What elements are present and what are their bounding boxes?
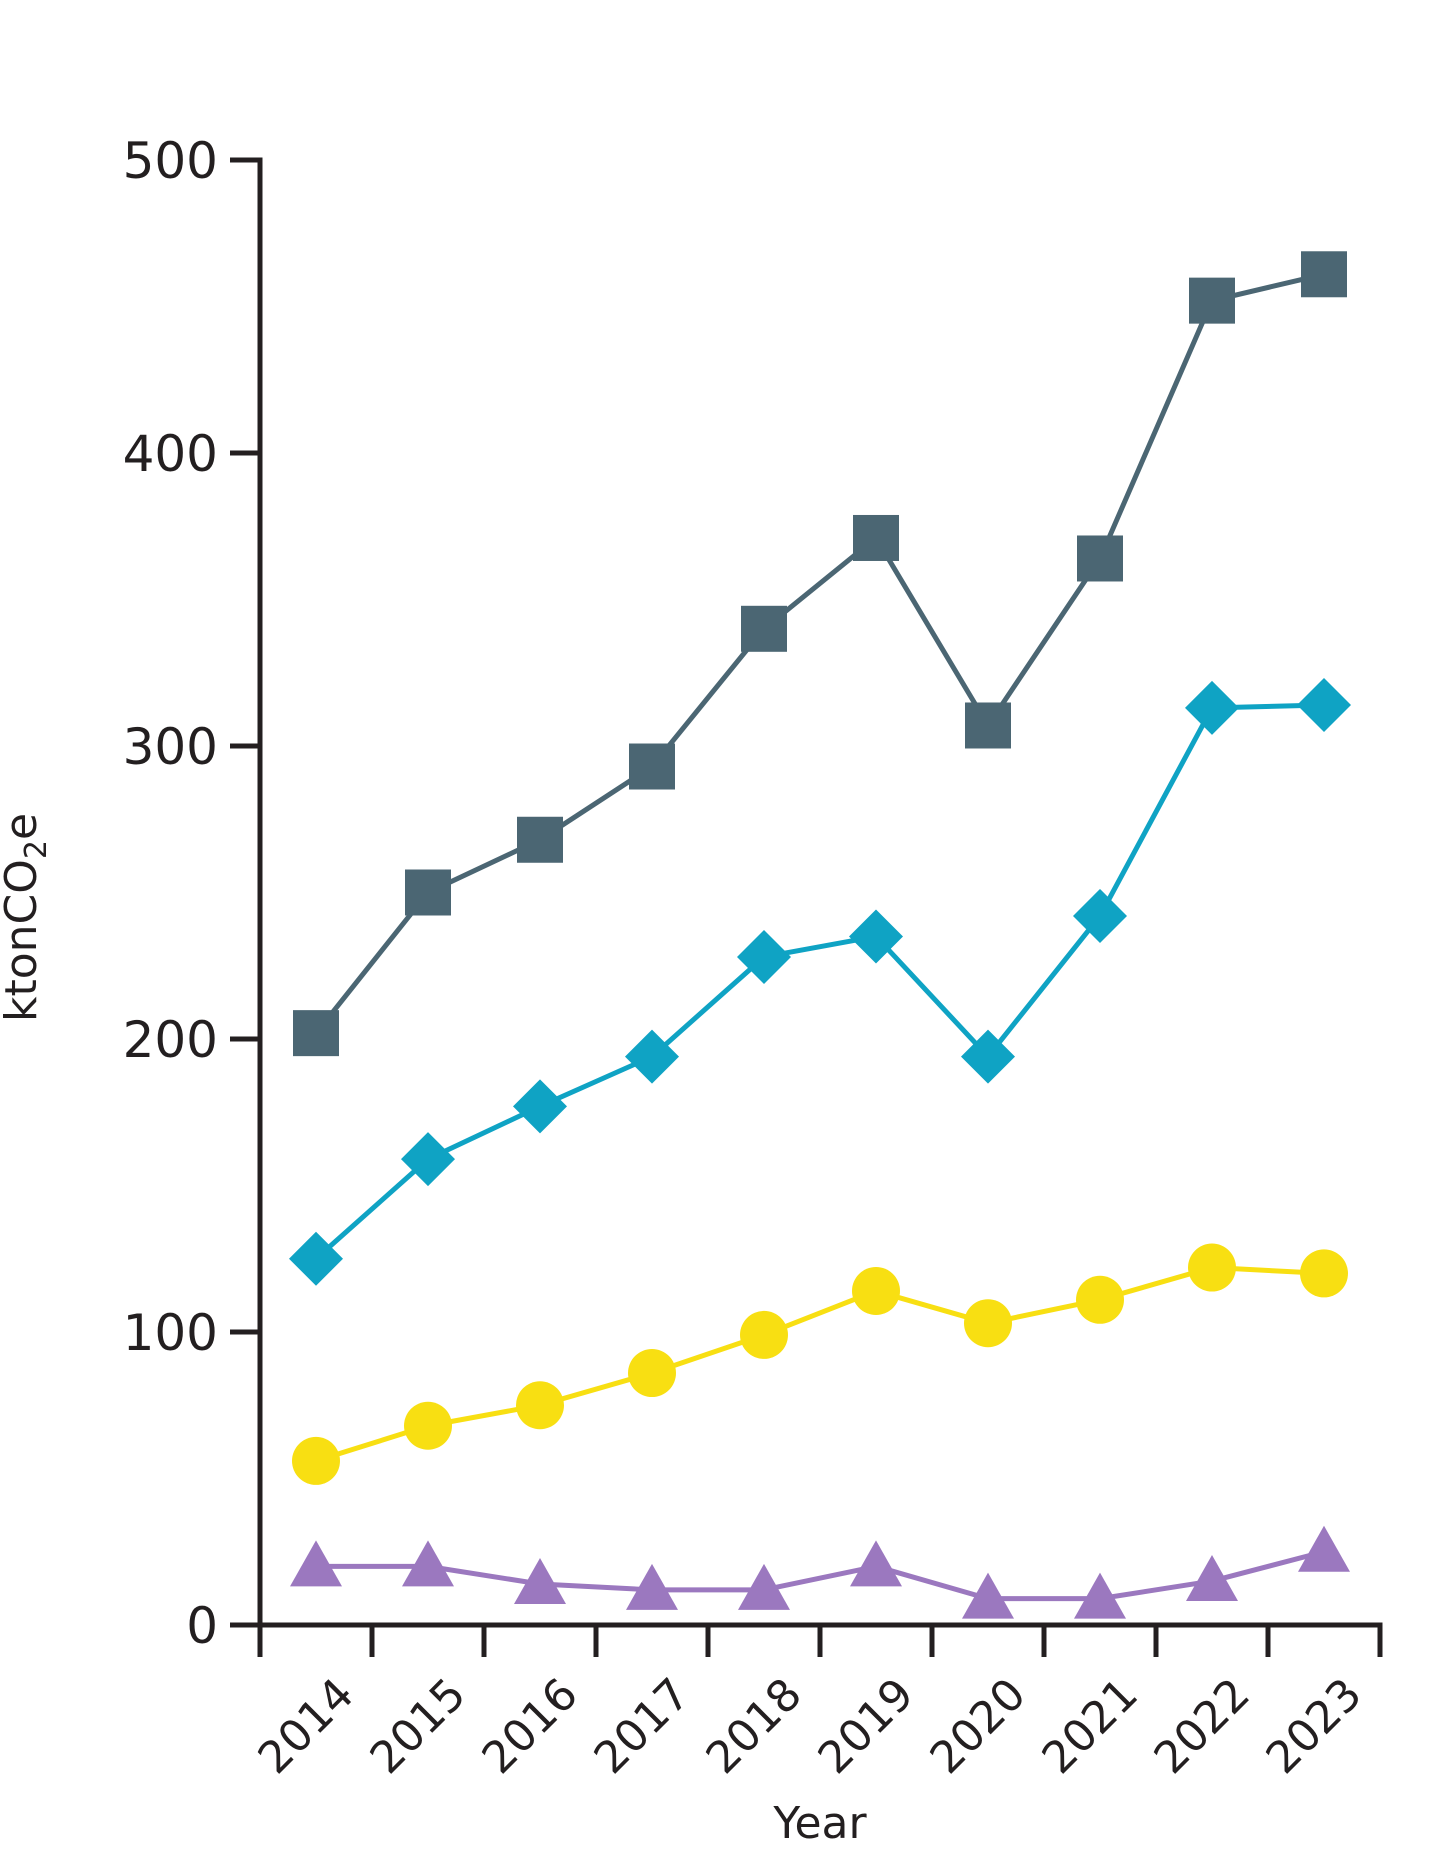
data-point-triangle — [738, 1563, 790, 1610]
data-point-triangle — [514, 1557, 566, 1604]
y-tick-label: 200 — [123, 1011, 218, 1069]
data-point-circle — [628, 1349, 676, 1398]
data-point-diamond — [737, 929, 791, 984]
data-point-circle — [404, 1401, 452, 1450]
data-point-diamond — [1073, 888, 1127, 943]
data-point-triangle — [1298, 1525, 1350, 1572]
y-tick-label: 300 — [123, 718, 218, 776]
x-tick-label: 2020 — [921, 1669, 1036, 1784]
y-axis-title: ktonCO2e — [0, 813, 54, 1022]
data-point-circle — [292, 1436, 340, 1485]
data-point-triangle — [402, 1540, 454, 1587]
x-tick-label: 2015 — [361, 1669, 476, 1784]
data-point-square — [1077, 535, 1123, 582]
data-point-circle — [852, 1266, 900, 1315]
data-point-square — [405, 869, 451, 916]
data-point-diamond — [625, 1029, 679, 1084]
y-tick-label: 500 — [123, 132, 218, 190]
data-point-diamond — [1185, 680, 1239, 735]
series-line — [314, 271, 1325, 1035]
y-tick-label: 400 — [123, 425, 218, 483]
data-point-triangle — [850, 1540, 902, 1587]
series-line — [316, 1549, 1325, 1602]
data-point-circle — [1188, 1243, 1236, 1292]
x-tick-label: 2018 — [697, 1669, 812, 1784]
x-tick-label: 2023 — [1257, 1669, 1372, 1784]
data-point-triangle — [626, 1563, 678, 1610]
y-tick-label: 0 — [186, 1597, 218, 1655]
data-point-square — [293, 1010, 339, 1057]
data-point-circle — [1300, 1249, 1348, 1298]
x-tick-label: 2022 — [1145, 1669, 1260, 1784]
data-point-diamond — [401, 1132, 455, 1187]
x-tick-label: 2014 — [249, 1669, 364, 1784]
data-point-triangle — [290, 1540, 342, 1587]
data-point-triangle — [1074, 1572, 1126, 1619]
series-line — [315, 1265, 1325, 1464]
y-axis-title-subscript: 2 — [19, 840, 54, 859]
series-diamond — [289, 677, 1351, 1286]
data-point-square — [965, 702, 1011, 749]
data-point-triangle — [962, 1572, 1014, 1619]
data-point-circle — [740, 1310, 788, 1359]
data-point-diamond — [513, 1079, 567, 1134]
data-point-square — [741, 605, 787, 652]
data-point-square — [629, 743, 675, 790]
data-point-diamond — [1297, 677, 1351, 732]
data-point-square — [1301, 251, 1347, 298]
x-tick-label: 2017 — [585, 1669, 700, 1784]
series-circle — [292, 1243, 1348, 1485]
series-square — [293, 251, 1347, 1057]
x-tick-label: 2021 — [1033, 1669, 1148, 1784]
data-point-circle — [964, 1299, 1012, 1348]
x-axis-title: Year — [772, 1798, 867, 1849]
data-point-diamond — [289, 1231, 343, 1286]
y-axis-title-suffix: e — [0, 813, 47, 840]
data-point-diamond — [961, 1029, 1015, 1084]
x-tick-label: 2016 — [473, 1669, 588, 1784]
y-axis-title-main: ktonCO — [0, 859, 47, 1022]
data-point-square — [517, 816, 563, 863]
data-point-circle — [516, 1381, 564, 1430]
series-layer — [289, 251, 1351, 1619]
data-point-circle — [1076, 1275, 1124, 1324]
data-point-square — [1189, 277, 1235, 324]
x-tick-label: 2019 — [809, 1669, 924, 1784]
data-point-square — [853, 514, 899, 561]
series-triangle — [290, 1525, 1350, 1619]
data-point-triangle — [1186, 1555, 1238, 1602]
data-point-diamond — [849, 909, 903, 964]
series-line — [314, 702, 1325, 1261]
y-tick-label: 100 — [123, 1304, 218, 1362]
